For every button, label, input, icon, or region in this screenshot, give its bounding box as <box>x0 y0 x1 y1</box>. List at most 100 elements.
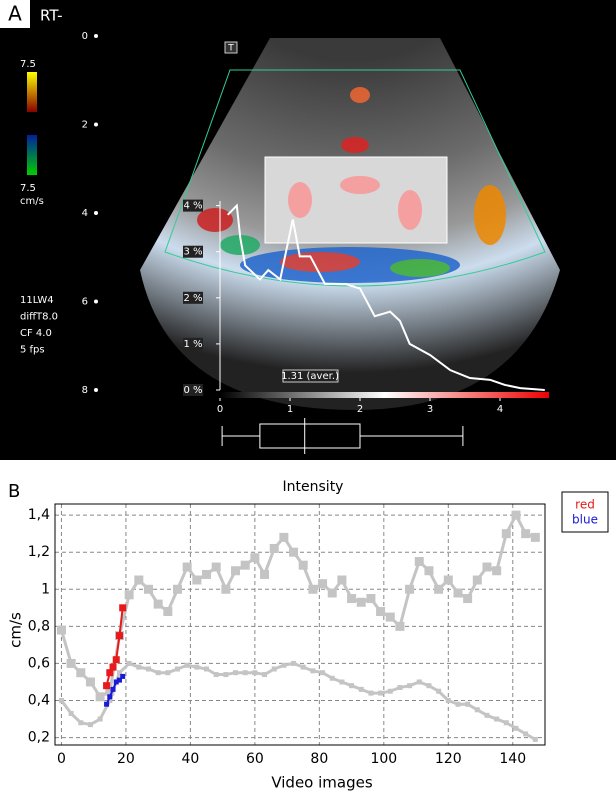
marker <box>395 621 405 631</box>
y-tick-label: 3 % <box>183 247 202 258</box>
marker <box>103 682 111 690</box>
marker <box>260 569 270 579</box>
marker <box>484 712 490 718</box>
x-tick-label: 0 <box>217 404 223 415</box>
marker <box>298 560 308 570</box>
marker <box>173 584 182 594</box>
marker <box>532 736 538 742</box>
x-axis-title: Video images <box>271 774 373 792</box>
marker <box>155 670 161 676</box>
marker <box>279 532 289 542</box>
x-tick-label: 1 <box>287 404 293 415</box>
tick-label-bg <box>183 384 203 396</box>
scale-unit: cm/s <box>20 196 44 207</box>
marker <box>339 679 345 685</box>
x-tick-label: 120 <box>435 751 462 767</box>
marker <box>68 710 74 716</box>
y-tick-label: 0,8 <box>28 618 50 634</box>
marker <box>136 664 142 670</box>
box-body <box>259 423 361 449</box>
depth-tick-label: 0 <box>82 31 88 42</box>
y-tick-label: 2 % <box>183 293 202 304</box>
marker <box>124 590 134 600</box>
annotation: 1.31 (aver.) <box>281 371 339 382</box>
depth-dot <box>94 211 98 215</box>
marker <box>163 607 173 617</box>
marker <box>105 686 115 696</box>
marker <box>465 701 471 707</box>
tick-label-bg <box>183 337 203 350</box>
marker <box>58 698 64 704</box>
icon-label: T <box>227 44 234 54</box>
panel-label: A <box>8 2 22 26</box>
marker <box>407 683 413 689</box>
marker <box>494 716 500 722</box>
y-tick-label: 1,2 <box>28 544 50 560</box>
y-tick-label: 1 % <box>183 339 202 350</box>
x-tick-label: 4 <box>497 404 503 415</box>
marker <box>110 686 116 692</box>
marker <box>109 663 117 671</box>
marker <box>120 673 126 679</box>
x-tick-label: 3 <box>427 404 433 415</box>
marker <box>231 566 241 576</box>
marker <box>356 597 366 607</box>
marker <box>252 670 258 676</box>
marker <box>530 532 540 542</box>
marker <box>358 686 364 692</box>
marker <box>269 543 279 553</box>
marker <box>378 690 384 696</box>
marker <box>204 666 210 672</box>
x-tick-label: 140 <box>499 751 526 767</box>
depth-tick-label: 2 <box>82 120 88 131</box>
panel-label-box <box>0 0 30 28</box>
marker <box>443 575 453 585</box>
scanner-setting: 5 fps <box>20 345 45 356</box>
tick-label-bg <box>183 199 203 212</box>
marker <box>153 599 163 609</box>
marker <box>503 720 509 726</box>
marker <box>445 698 451 704</box>
icon-box <box>224 41 238 54</box>
marker <box>474 707 480 713</box>
marker <box>455 701 461 707</box>
depth-tick-label: 8 <box>82 385 88 396</box>
series-line <box>60 511 536 699</box>
marker <box>107 694 113 700</box>
y-tick-label: 1 <box>41 581 50 597</box>
chart-title: Intensity <box>283 479 344 495</box>
marker <box>87 722 93 728</box>
marker <box>289 547 299 557</box>
marker <box>202 569 212 579</box>
marker <box>327 588 337 598</box>
marker <box>482 562 492 572</box>
marker <box>291 660 297 666</box>
marker <box>318 579 328 589</box>
marker <box>165 670 171 676</box>
marker <box>85 677 95 687</box>
marker <box>116 677 122 683</box>
marker <box>250 553 260 563</box>
marker <box>194 664 200 670</box>
intensity-curve <box>226 203 545 391</box>
marker <box>368 690 374 696</box>
series-line <box>60 661 537 741</box>
marker <box>112 656 120 664</box>
x-tick-label: 0 <box>57 751 66 767</box>
marker <box>145 666 151 672</box>
marker <box>436 688 442 694</box>
marker <box>387 688 393 694</box>
marker <box>182 562 192 572</box>
y-tick-label: 0,6 <box>28 655 50 671</box>
marker <box>113 679 119 685</box>
panel-label: B <box>8 481 20 502</box>
y-tick-label: 0 % <box>183 385 202 396</box>
y-tick-label: 1,4 <box>28 507 50 523</box>
velocity-colorbar-red <box>27 72 37 112</box>
marker <box>106 669 114 677</box>
marker <box>426 683 432 689</box>
marker <box>119 604 127 612</box>
marker <box>414 556 424 566</box>
marker <box>416 679 422 685</box>
